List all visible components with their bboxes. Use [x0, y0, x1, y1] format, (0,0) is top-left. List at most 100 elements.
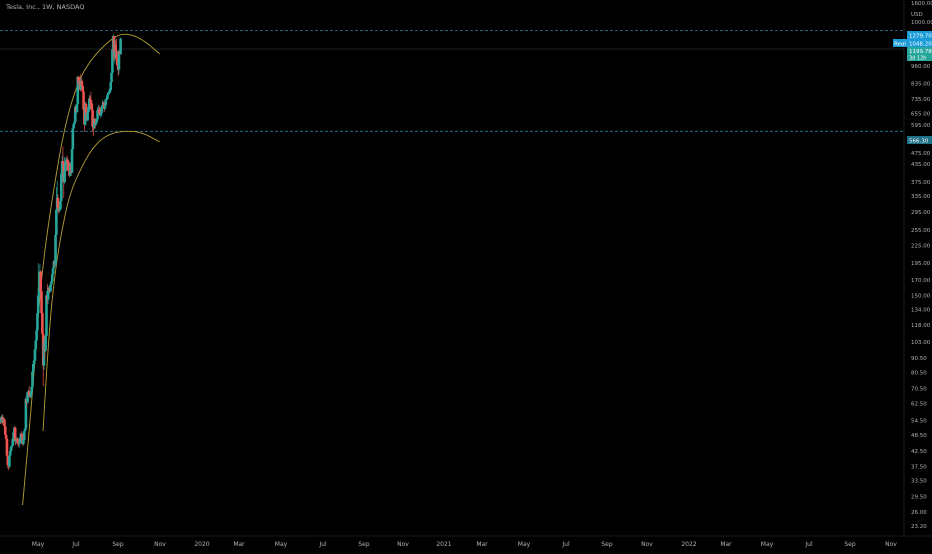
candle-body-112 — [91, 110, 94, 127]
candle-body-44 — [35, 330, 38, 341]
candle-body-103 — [83, 103, 87, 125]
candle-body-14 — [10, 445, 14, 447]
candle-body-19 — [14, 440, 18, 442]
candle-body-13 — [9, 446, 13, 452]
candle-body-9 — [6, 455, 10, 466]
time-tick-label-4: 2020 — [194, 541, 209, 548]
candle-body-21 — [16, 438, 19, 443]
candle-body-30 — [23, 428, 27, 432]
candle-body-28 — [22, 440, 25, 445]
price-tick-label-6: 595.00 — [911, 123, 931, 129]
badge-high-level-text: 1279.70 — [909, 33, 932, 39]
candle-body-11 — [8, 455, 11, 467]
price-tick-label-0: 1600.00 — [911, 1, 932, 7]
candle-body-6 — [3, 426, 7, 435]
price-tick-label-20: 103.00 — [911, 340, 931, 346]
candle-body-127 — [103, 104, 107, 109]
candle-body-80 — [64, 160, 68, 166]
price-tick-label-9: 435.00 — [911, 162, 931, 168]
candle-body-115 — [93, 119, 97, 125]
time-tick-label-8: Sep — [358, 541, 370, 548]
price-tick-label-15: 195.00 — [911, 261, 931, 267]
price-tick-label-22: 80.50 — [911, 370, 927, 376]
candle-body-53 — [42, 343, 46, 366]
candle-body-90 — [73, 121, 76, 125]
candle-body-5 — [3, 419, 6, 427]
time-tick-label-20: Sep — [844, 541, 856, 548]
time-tick-label-2: Sep — [112, 541, 124, 548]
price-tick-label-23: 70.50 — [911, 387, 927, 393]
price-tick-label-18: 134.00 — [911, 307, 931, 313]
time-tick-label-10: 2021 — [436, 541, 451, 548]
price-tick-label-13: 255.00 — [911, 228, 931, 234]
badge-symbol — [893, 39, 907, 47]
price-tick-label-3: 835.00 — [911, 81, 931, 87]
arc-lower — [42, 130, 160, 432]
candle-body-26 — [20, 433, 24, 437]
time-tick-label-15: Nov — [641, 541, 653, 548]
candle-body-47 — [37, 287, 41, 296]
price-tick-label-8: 475.00 — [911, 151, 931, 157]
candle-body-40 — [32, 364, 35, 372]
candle-body-7 — [4, 434, 8, 439]
badge-last-price-text: 1048.20 — [909, 41, 932, 47]
candle-body-142 — [116, 59, 119, 66]
candle-body-73 — [59, 201, 62, 209]
candle-body-23 — [17, 442, 21, 445]
candle-body-107 — [87, 109, 90, 113]
price-currency-label: USD — [911, 12, 923, 18]
candle-body-67 — [54, 234, 57, 265]
candle-body-39 — [31, 371, 34, 387]
time-tick-label-19: Jul — [804, 541, 813, 548]
price-tick-label-28: 37.50 — [911, 465, 927, 471]
candle-body-78 — [63, 171, 66, 183]
candle-body-100 — [81, 86, 85, 92]
price-tick-label-11: 335.00 — [911, 194, 931, 200]
price-tick-label-14: 225.00 — [911, 243, 931, 249]
price-tick-label-27: 42.50 — [911, 449, 927, 455]
candle-body-58 — [46, 290, 50, 300]
price-tick-label-29: 33.50 — [911, 479, 927, 485]
time-tick-label-9: Nov — [397, 541, 409, 548]
candle-body-140 — [114, 45, 117, 52]
candle-body-24 — [18, 437, 22, 443]
candle-body-82 — [66, 161, 70, 163]
candle-body-132 — [107, 92, 111, 94]
candle-body-123 — [100, 107, 103, 113]
price-tick-label-24: 62.50 — [911, 402, 927, 408]
candle-body-1 — [0, 418, 3, 422]
candle-body-81 — [65, 160, 69, 162]
candle-body-93 — [75, 104, 79, 113]
candle-body-29 — [22, 431, 26, 441]
candle-body-46 — [36, 295, 40, 314]
price-axis-bg — [904, 0, 932, 550]
price-tick-label-5: 655.00 — [911, 111, 931, 117]
candle-body-64 — [51, 268, 55, 275]
candle-body-146 — [119, 38, 122, 55]
candle-body-135 — [110, 72, 113, 83]
time-tick-label-3: Nov — [154, 541, 166, 548]
candle-body-130 — [106, 95, 109, 99]
candle-body-116 — [94, 122, 98, 125]
candle-body-18 — [13, 427, 17, 442]
candle-body-106 — [86, 112, 89, 121]
candle-body-31 — [24, 398, 28, 429]
candle-body-76 — [61, 161, 65, 164]
badge-last-price — [907, 39, 932, 47]
badge-high-level — [907, 31, 932, 39]
candle-body-55 — [44, 336, 47, 351]
candle-body-131 — [106, 92, 110, 96]
candle-body-56 — [45, 295, 48, 337]
candle-body-141 — [115, 51, 118, 60]
candle-body-110 — [89, 100, 93, 104]
badge-low-level-text: 566.30 — [909, 138, 929, 144]
candle-body-74 — [60, 174, 63, 202]
candle-body-122 — [99, 112, 103, 116]
price-tick-label-2: 960.00 — [911, 64, 931, 70]
candle-body-89 — [72, 124, 75, 129]
candle-body-104 — [84, 103, 88, 114]
price-tick-label-26: 48.50 — [911, 433, 927, 439]
candle-body-49 — [39, 271, 43, 292]
